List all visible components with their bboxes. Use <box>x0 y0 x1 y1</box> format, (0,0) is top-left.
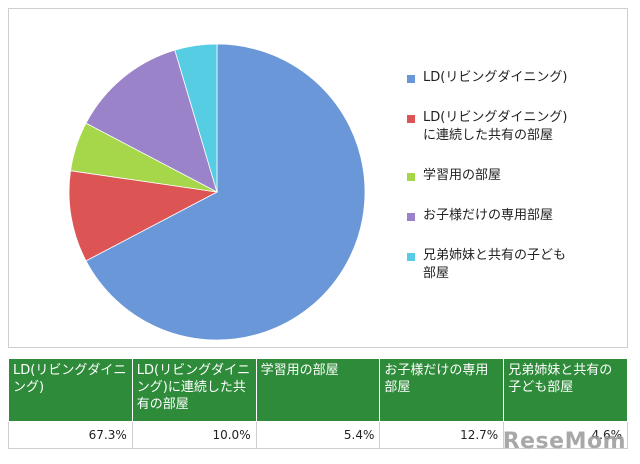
legend-swatch <box>407 75 415 83</box>
pie-slice-3 <box>85 49 218 193</box>
legend-item-ld: LD(リビングダイニング) <box>407 69 627 87</box>
legend-label: LD(リビングダイニング) に連続した共有の部屋 <box>423 110 568 143</box>
table-header-row: LD(リビングダイニング) LD(リビングダイニング)に連続した共有の部屋 学習… <box>8 358 628 422</box>
legend-label: 学習用の部屋 <box>423 168 502 183</box>
pie-chart <box>68 43 366 341</box>
pie-slice-0 <box>85 43 366 341</box>
legend: LD(リビングダイニング) LD(リビングダイニング) に連続した共有の部屋 学… <box>407 69 627 305</box>
table-header-cell: お子様だけの専用部屋 <box>379 358 505 422</box>
legend-swatch <box>407 253 415 261</box>
legend-item-private-room: お子様だけの専用部屋 <box>407 207 627 225</box>
legend-label: 兄弟姉妹と共有の子ども 部屋 <box>423 248 567 281</box>
table-header-cell: LD(リビングダイニング)に連続した共有の部屋 <box>131 358 257 422</box>
table-header-cell: LD(リビングダイニング) <box>8 358 133 422</box>
chart-panel: LD(リビングダイニング) LD(リビングダイニング) に連続した共有の部屋 学… <box>8 8 628 348</box>
legend-swatch <box>407 115 415 123</box>
table-cell: 10.0% <box>131 421 257 449</box>
pie-slice-4 <box>174 43 218 193</box>
legend-item-shared-kids-room: 兄弟姉妹と共有の子ども 部屋 <box>407 247 627 283</box>
table-cell: 5.4% <box>255 421 381 449</box>
legend-item-study-room: 学習用の部屋 <box>407 167 627 185</box>
pie-slice-1 <box>68 170 219 262</box>
legend-item-ld-connected-room: LD(リビングダイニング) に連続した共有の部屋 <box>407 109 627 145</box>
table-cell: 12.7% <box>379 421 505 449</box>
table-header-cell: 兄弟姉妹と共有の子ども部屋 <box>503 358 628 422</box>
legend-label: LD(リビングダイニング) <box>423 70 568 85</box>
data-table: LD(リビングダイニング) LD(リビングダイニング)に連続した共有の部屋 学習… <box>8 358 628 449</box>
table-cell: 67.3% <box>8 421 133 449</box>
legend-swatch <box>407 173 415 181</box>
resemom-watermark-logo: ReseMom <box>502 429 626 454</box>
table-cell: 4.6% <box>503 421 628 449</box>
legend-label: お子様だけの専用部屋 <box>423 208 554 223</box>
table-row: 67.3% 10.0% 5.4% 12.7% 4.6% <box>8 421 628 449</box>
table-header-cell: 学習用の部屋 <box>255 358 381 422</box>
legend-swatch <box>407 213 415 221</box>
